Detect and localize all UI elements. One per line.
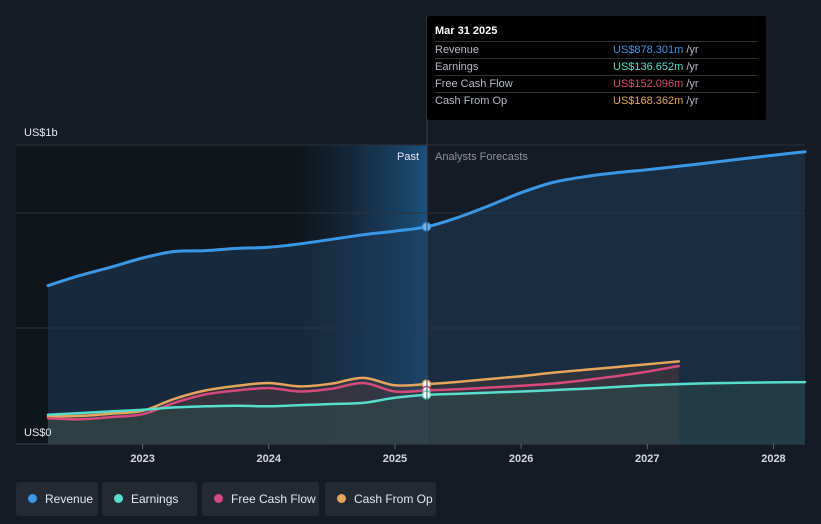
y-axis-top-label: US$1b <box>24 127 58 139</box>
legend-item-free-cash-flow[interactable]: Free Cash Flow <box>202 482 319 516</box>
tooltip-label: Revenue <box>435 44 480 56</box>
chart: US$1b US$0 Past Analysts Forecasts 2023 2… <box>16 16 807 465</box>
y-axis-bottom-label: US$0 <box>24 427 52 439</box>
tooltip-unit: /yr <box>686 78 699 90</box>
legend-dot-icon <box>114 494 123 503</box>
legend-label: Earnings <box>131 492 179 506</box>
tooltip-unit: /yr <box>686 44 699 56</box>
legend-item-revenue[interactable]: Revenue <box>16 482 98 516</box>
x-tick-label: 2024 <box>257 453 282 465</box>
legend-dot-icon <box>28 494 37 503</box>
tooltip-value: US$168.362m <box>613 95 684 107</box>
legend-label: Free Cash Flow <box>231 492 316 506</box>
tooltip-label: Cash From Op <box>435 95 508 107</box>
legend-label: Revenue <box>45 492 94 506</box>
free-cash-flow-line <box>46 364 681 421</box>
x-tick-label: 2026 <box>509 453 533 465</box>
tooltip-label: Earnings <box>435 61 479 73</box>
tooltip: Mar 31 2025 Revenue US$878.301m/yr Earni… <box>427 16 766 120</box>
tooltip-unit: /yr <box>686 61 699 73</box>
x-axis-ticks: 2023 2024 2025 2026 2027 2028 <box>130 444 786 465</box>
legend-item-earnings[interactable]: Earnings <box>102 482 197 516</box>
tooltip-row-earnings: Earnings US$136.652m/yr <box>435 58 758 76</box>
tooltip-row-free-cash-flow: Free Cash Flow US$152.096m/yr <box>435 75 758 93</box>
tooltip-value: US$136.652m <box>613 61 684 73</box>
tooltip-unit: /yr <box>686 95 699 107</box>
legend-item-cash-from-op[interactable]: Cash From Op <box>325 482 436 516</box>
x-tick-label: 2025 <box>383 453 407 465</box>
tooltip-label: Free Cash Flow <box>435 78 513 90</box>
legend-dot-icon <box>337 494 346 503</box>
tooltip-row-cash-from-op: Cash From Op US$168.362m/yr <box>435 92 758 110</box>
legend-dot-icon <box>214 494 223 503</box>
tooltip-date: Mar 31 2025 <box>435 25 498 37</box>
tooltip-row-revenue: Revenue US$878.301m/yr <box>435 41 758 59</box>
x-tick-label: 2028 <box>761 453 785 465</box>
past-label: Past <box>397 151 419 163</box>
forecast-label: Analysts Forecasts <box>435 151 528 163</box>
tooltip-value: US$152.096m <box>613 78 684 90</box>
x-tick-label: 2023 <box>130 453 154 465</box>
tooltip-value: US$878.301m <box>613 44 684 56</box>
legend-label: Cash From Op <box>354 492 433 506</box>
x-tick-label: 2027 <box>635 453 659 465</box>
